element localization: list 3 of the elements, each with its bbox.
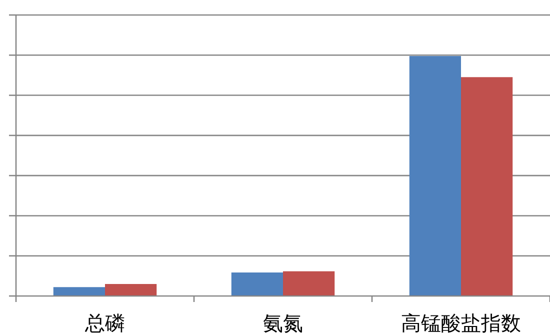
x-tick-label: 氨氮: [263, 313, 303, 335]
x-tick-label: 总磷: [84, 313, 125, 335]
x-tick-label: 高锰酸盐指数: [401, 312, 521, 335]
